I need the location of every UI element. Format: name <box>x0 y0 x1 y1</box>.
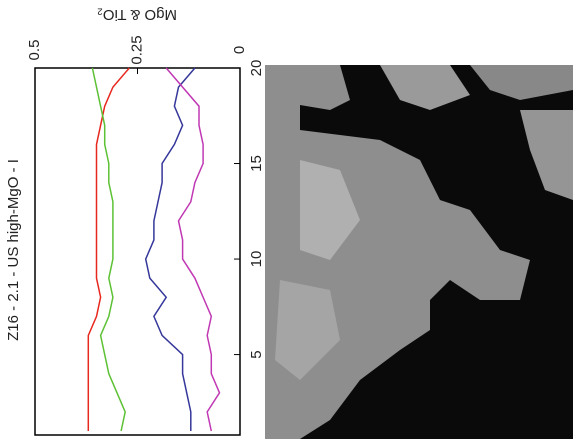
y-tick-label: 0.5 <box>26 40 43 61</box>
x-tick-label: 10 <box>248 251 265 268</box>
page: {"chart_data":{"type":"line","title":"Z1… <box>0 0 573 444</box>
series-line <box>88 68 129 431</box>
x-tick-label: 5 <box>248 350 265 358</box>
y-tick-label: 0 <box>231 46 248 54</box>
series-line <box>146 68 195 431</box>
chart-title: Z16 - 2.1 - US high-MgO - I <box>5 159 22 341</box>
x-tick-label: 15 <box>248 155 265 172</box>
sem-image <box>265 65 573 439</box>
y-axis-label: MgO & TiO₂ <box>97 6 177 23</box>
y-tick-label: 0.25 <box>128 35 145 64</box>
x-tick-label: 20 <box>248 60 265 77</box>
plot-frame <box>35 68 240 435</box>
series-line <box>166 68 219 431</box>
figure: Z16 - 2.1 - US high-MgO - I MgO & TiO₂ 5 10… <box>0 0 573 439</box>
series-line <box>92 68 125 431</box>
